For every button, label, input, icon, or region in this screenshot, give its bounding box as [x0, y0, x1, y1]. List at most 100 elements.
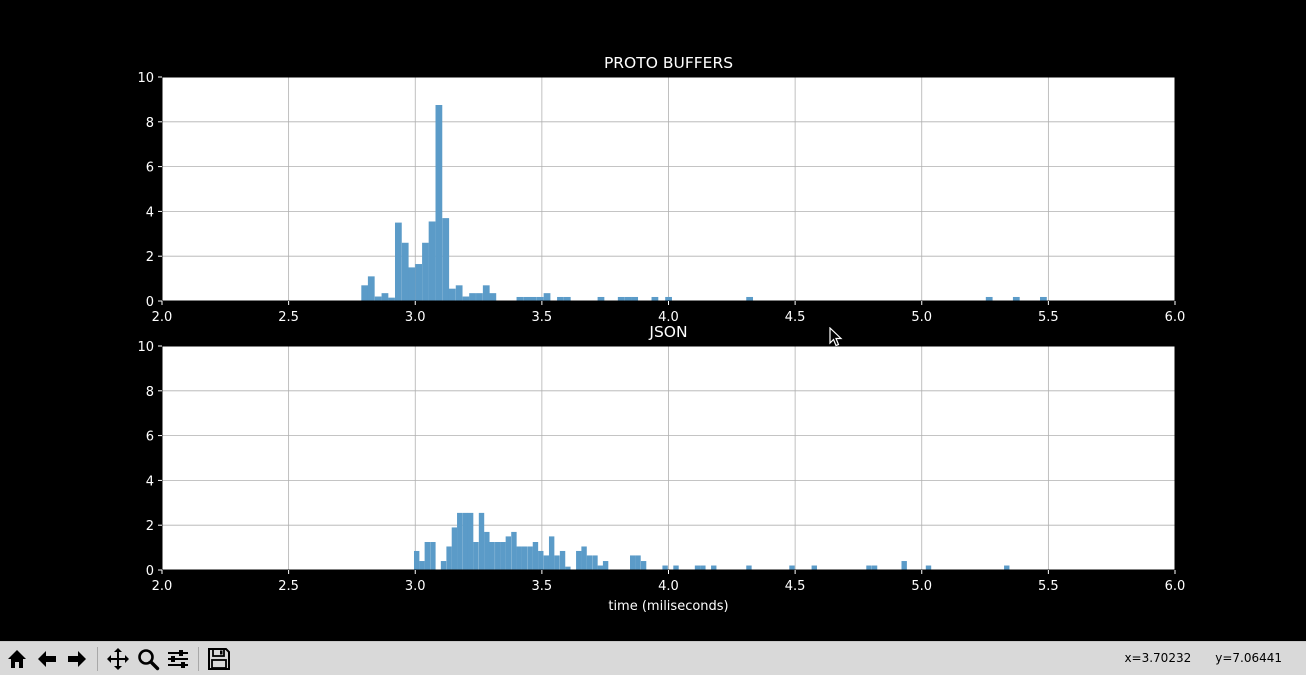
toolbar-separator [198, 647, 199, 671]
histogram-bar [554, 555, 560, 570]
histogram-bar [548, 536, 555, 570]
histogram-bar [662, 565, 668, 570]
histogram-bar [489, 542, 495, 570]
histogram-bar [630, 555, 636, 570]
histogram-bar [401, 242, 409, 301]
y-tick-label: 0 [146, 564, 154, 579]
histogram-bar [408, 267, 416, 301]
x-tick-label: 4.5 [785, 310, 806, 325]
histogram-bar [789, 565, 795, 570]
x-tick-label: 3.0 [405, 310, 426, 325]
x-readout: x=3.70232 [1124, 651, 1192, 665]
histogram-bar [505, 536, 512, 570]
histogram-bar [516, 296, 524, 301]
histogram-bar [473, 542, 479, 570]
histogram-bar [985, 296, 993, 301]
histogram-bar [700, 565, 706, 570]
pan-button[interactable] [104, 645, 132, 673]
pan-icon [107, 648, 129, 670]
back-button[interactable] [33, 645, 61, 673]
x-tick-label: 5.0 [911, 579, 932, 594]
histogram-bar [482, 285, 490, 301]
histogram-bar [394, 222, 402, 301]
x-tick-label: 2.5 [278, 579, 299, 594]
histogram-bar [617, 296, 625, 301]
histogram-bar [446, 546, 452, 570]
histogram-bar [516, 546, 522, 570]
proto-buffers-axes[interactable]: 2.0 2.5 3.0 3.5 4.0 4.5 5.0 5.5 6.0 0 2 4 6 8 10 PROTO … [137, 54, 1185, 325]
histogram-bar [451, 527, 458, 570]
histogram-bar [901, 561, 907, 570]
histogram-bar [694, 565, 701, 570]
zoom-button[interactable] [134, 645, 162, 673]
histogram-bar [462, 296, 470, 301]
histogram-bar [467, 512, 474, 570]
histogram-bar [576, 550, 582, 570]
y-tick-label: 8 [146, 116, 154, 131]
histogram-bar [711, 565, 717, 570]
histogram-bar [529, 296, 537, 301]
x-axis-label: time (miliseconds) [608, 599, 728, 614]
histogram-bar [455, 285, 463, 301]
y-tick-label: 10 [137, 71, 154, 86]
histogram-bar [413, 550, 420, 570]
toolbar-separator [97, 647, 98, 671]
histogram-bar [563, 296, 571, 301]
histogram-bar [597, 565, 603, 570]
y-tick-label: 2 [146, 250, 154, 265]
forward-arrow-icon [68, 651, 86, 667]
json-axes[interactable]: 2.0 2.5 3.0 3.5 4.0 4.5 5.0 5.5 6.0 0 2 4 6 8 10 JSON ti… [137, 323, 1185, 614]
chart-title: PROTO BUFFERS [604, 54, 733, 72]
histogram-bar [527, 546, 533, 570]
x-tick-label: 2.0 [152, 310, 173, 325]
chart-title: JSON [648, 323, 687, 341]
histogram-bar [746, 565, 752, 570]
histogram-bar [811, 565, 817, 570]
x-tick-label: 4.0 [658, 310, 679, 325]
zoom-icon [138, 649, 160, 671]
histogram-bar [536, 296, 544, 301]
histogram-bar [440, 561, 447, 570]
histogram-bar [624, 296, 632, 301]
histogram-bar [484, 531, 490, 570]
subplots-icon [168, 650, 188, 668]
histogram-bar [592, 555, 598, 570]
histogram-bar [478, 512, 485, 570]
histogram-bar [1012, 296, 1020, 301]
histogram-bar [581, 546, 587, 570]
x-tick-label: 5.5 [1038, 310, 1059, 325]
save-button[interactable] [205, 645, 233, 673]
histogram-bar [559, 550, 566, 570]
x-tick-label: 3.5 [532, 310, 553, 325]
configure-subplots-button[interactable] [164, 645, 192, 673]
histogram-bar [500, 542, 506, 570]
x-tick-label: 3.0 [405, 579, 426, 594]
histogram-bar [388, 297, 395, 301]
histogram-bar [925, 565, 932, 570]
histogram-bar [489, 293, 497, 301]
histogram-bar [640, 561, 647, 570]
histogram-bar [565, 566, 571, 570]
histogram-bar [374, 296, 382, 301]
histogram-bar [415, 264, 423, 301]
histogram-bar [381, 293, 389, 301]
y-tick-label: 6 [146, 161, 154, 176]
y-tick-label: 0 [146, 295, 154, 310]
histogram-bar [476, 293, 483, 301]
histogram-bar [635, 555, 641, 570]
home-icon [8, 650, 26, 668]
histogram-bar [511, 531, 517, 570]
figure-canvas[interactable]: 2.0 2.5 3.0 3.5 4.0 4.5 5.0 5.5 6.0 0 2 4 6 8 10 PROTO … [0, 0, 1306, 641]
histogram-figure: 2.0 2.5 3.0 3.5 4.0 4.5 5.0 5.5 6.0 0 2 4 6 8 10 PROTO … [137, 54, 1185, 614]
histogram-bar [602, 561, 609, 570]
x-tick-label: 6.0 [1165, 579, 1186, 594]
x-tick-label: 2.5 [278, 310, 299, 325]
forward-button[interactable] [63, 645, 91, 673]
histogram-bar [543, 555, 550, 570]
y-tick-label: 8 [146, 385, 154, 400]
histogram-bar [597, 296, 605, 301]
x-tick-label: 5.0 [911, 310, 932, 325]
home-button[interactable] [3, 645, 31, 673]
histogram-bar [1004, 565, 1010, 570]
histogram-bar [428, 221, 436, 301]
